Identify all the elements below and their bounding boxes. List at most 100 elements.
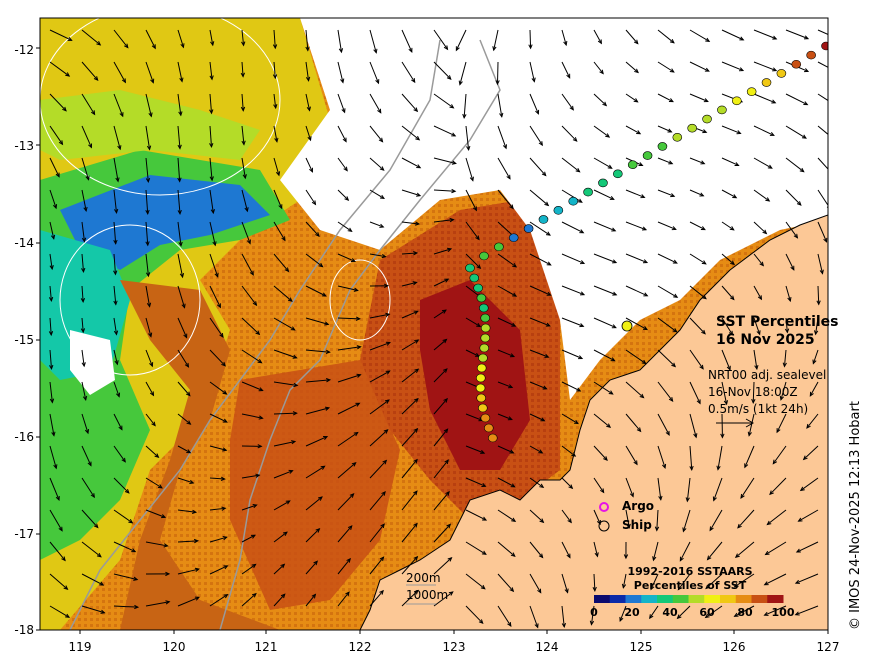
current-vector bbox=[679, 541, 691, 561]
current-vector-head bbox=[540, 417, 546, 422]
current-vector-head bbox=[535, 109, 540, 115]
current-vector-head bbox=[343, 166, 348, 172]
current-vector-head bbox=[633, 460, 638, 466]
current-vector-head bbox=[356, 345, 362, 350]
current-vector bbox=[273, 157, 280, 176]
current-vector bbox=[785, 93, 808, 106]
current-vector-head bbox=[730, 260, 735, 266]
current-vector bbox=[241, 317, 260, 335]
current-vector-head bbox=[413, 522, 418, 528]
current-vector-head bbox=[100, 609, 106, 614]
current-vector bbox=[145, 601, 170, 607]
current-vector bbox=[785, 125, 807, 139]
current-vector-head bbox=[183, 333, 188, 339]
current-vector-head bbox=[49, 398, 55, 404]
current-vector bbox=[369, 370, 390, 383]
current-vector bbox=[401, 281, 417, 287]
current-vector-head bbox=[610, 357, 616, 362]
current-vector bbox=[529, 189, 549, 206]
current-vector-head bbox=[385, 370, 391, 375]
current-vector-head bbox=[447, 556, 453, 562]
current-vector bbox=[561, 317, 584, 327]
current-vector-head bbox=[578, 355, 584, 360]
current-vector bbox=[590, 605, 595, 625]
current-vector bbox=[209, 29, 214, 46]
current-vector-head bbox=[802, 455, 808, 461]
current-vector-head bbox=[151, 44, 156, 50]
current-vector bbox=[305, 496, 323, 511]
current-vector-head bbox=[449, 217, 455, 223]
current-vector bbox=[657, 253, 678, 264]
current-vector-head bbox=[325, 378, 332, 383]
map-title-line2: 16 Nov 2025 bbox=[716, 332, 815, 348]
current-vector bbox=[785, 317, 788, 333]
current-vector-head bbox=[383, 283, 389, 288]
ship-track-point bbox=[687, 123, 697, 133]
current-vector-head bbox=[146, 145, 152, 151]
copyright-notice: © IMOS 24-Nov-2025 12:13 Hobart bbox=[848, 401, 863, 630]
current-vector bbox=[209, 285, 221, 308]
colorbar-swatch bbox=[609, 595, 626, 603]
current-vector bbox=[81, 541, 102, 558]
current-vector bbox=[145, 509, 166, 518]
current-vector bbox=[113, 381, 120, 397]
y-tick-label: -14 bbox=[14, 236, 34, 250]
current-vector-head bbox=[154, 453, 160, 459]
current-vector-head bbox=[701, 294, 707, 300]
current-vector bbox=[529, 61, 535, 82]
current-vector bbox=[81, 221, 85, 242]
current-vector bbox=[463, 93, 467, 118]
ship-track-point bbox=[483, 423, 494, 433]
current-vector-head bbox=[194, 596, 201, 601]
current-vector-head bbox=[759, 261, 765, 267]
current-vector-head bbox=[642, 326, 648, 331]
current-vector bbox=[145, 157, 149, 182]
current-vector bbox=[369, 556, 384, 575]
current-vector-head bbox=[443, 428, 449, 434]
current-vector-head bbox=[566, 73, 571, 79]
current-vector-head bbox=[511, 322, 517, 327]
current-vector bbox=[337, 462, 357, 479]
current-vector bbox=[241, 61, 244, 77]
current-vector-head bbox=[219, 332, 224, 338]
current-vector bbox=[753, 93, 776, 104]
current-vector bbox=[593, 29, 602, 44]
current-vector bbox=[305, 253, 323, 268]
current-vector bbox=[497, 285, 517, 297]
current-vector bbox=[401, 428, 418, 447]
current-vector bbox=[753, 349, 758, 369]
current-vector bbox=[177, 381, 191, 396]
current-vector-head bbox=[592, 586, 597, 592]
current-vector bbox=[145, 29, 156, 49]
ship-track-point bbox=[479, 343, 490, 353]
current-vector-head bbox=[669, 38, 675, 44]
current-vector bbox=[177, 413, 191, 425]
current-vector bbox=[593, 189, 615, 200]
current-vector-head bbox=[415, 221, 421, 226]
current-vector bbox=[657, 349, 676, 367]
current-vector-head bbox=[611, 324, 617, 329]
current-vector bbox=[177, 285, 186, 308]
current-vector-head bbox=[220, 476, 226, 481]
current-vector-head bbox=[764, 550, 770, 556]
current-vector-head bbox=[762, 229, 768, 235]
current-vector-head bbox=[179, 273, 185, 279]
current-vector-head bbox=[568, 484, 574, 490]
current-vector-head bbox=[178, 241, 183, 247]
current-vector bbox=[497, 253, 517, 268]
current-vector-head bbox=[241, 140, 246, 146]
current-vector-head bbox=[216, 303, 221, 309]
colorbar-tick: 60 bbox=[699, 606, 715, 619]
current-vector bbox=[113, 157, 119, 182]
current-vectors bbox=[48, 29, 828, 629]
current-vector-head bbox=[313, 560, 319, 566]
colorbar-tick: 0 bbox=[590, 606, 598, 619]
current-vector bbox=[689, 253, 707, 265]
ship-legend-label: Ship bbox=[622, 518, 652, 532]
current-vector bbox=[529, 221, 551, 236]
current-vector-head bbox=[414, 368, 420, 373]
current-vector bbox=[561, 93, 574, 111]
current-vector-head bbox=[509, 449, 515, 454]
current-vector bbox=[241, 504, 257, 511]
current-vector bbox=[81, 157, 89, 180]
